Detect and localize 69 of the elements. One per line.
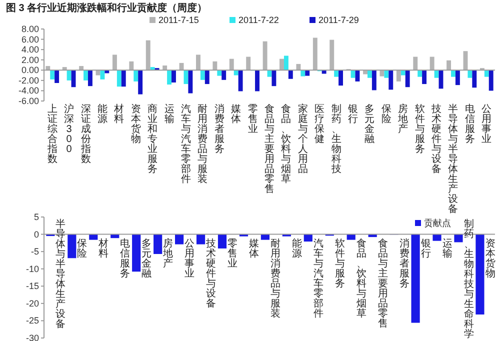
category-label: 制药、生物科技与生命科学 [464,219,474,340]
category-label: 食品与主要用品零售 [378,238,388,330]
y-tick-label: -10 [26,264,39,274]
x-tick-label: 能源 [292,237,302,260]
y-tick-label: -20 [26,298,39,308]
x-tick-label: 房地产 [162,237,174,270]
x-tick-label: 材料 [98,237,109,260]
x-tick-label: 媒体 [249,238,260,260]
x-tick-label: 家庭与个人用品 [298,103,308,175]
x-tick-label: 银行 [347,104,358,125]
x-tick-label: 商业和专业服务 [148,103,158,175]
y-tick-label: 0 [34,229,39,240]
y-tick-label: 0.00 [21,65,39,76]
x-tick-label: 资本货物 [130,103,141,145]
x-tick-label: 沪深300 [64,103,74,155]
y-tick-label: -30 [26,333,39,341]
x-tick-label: 深证成份指数 [80,103,91,165]
category-label: 食品与主要用品零售 [264,104,274,195]
x-tick-label: 媒体 [231,104,242,125]
x-tick-label: 制药、生物科技 [330,103,342,175]
x-tick-label: 银行 [420,238,431,260]
y-tick-label: -25 [26,316,39,326]
legend-label: 2011-7-22 [238,15,279,25]
y-tick-label: -15 [26,281,39,292]
x-tick-label: 食品、饮料与烟草 [280,103,292,185]
x-tick-label: 医疗保健 [314,104,325,145]
x-tick-label: 零售业 [248,104,258,135]
x-tick-label: 电信服务 [120,237,130,280]
y-tick-label: 8.00 [21,24,39,34]
y-tick-label: -6.00 [18,96,39,106]
legend-label: 2011-7-29 [318,15,359,25]
x-tick-label: 资本货物 [485,237,496,280]
y-tick-label: -4.00 [18,86,39,96]
x-tick-label: 保险 [77,238,88,260]
x-tick-label: 技术硬件与设备 [430,103,442,175]
chart-title: 图 3 各行业近期涨跌幅和行业贡献度（周度） [6,2,208,14]
x-tick-label: 消费者服务 [399,237,410,290]
x-tick-label: 软件与服务 [414,103,425,155]
y-tick-label: -5 [30,246,39,257]
x-tick-label: 多元金融 [142,237,152,280]
x-tick-label: 公用事业 [482,103,492,145]
x-tick-label: 多元金融 [364,103,375,145]
y-tick-label: 6.00 [21,34,39,44]
x-tick-label: 能源 [97,103,108,125]
x-tick-label: 运输 [442,237,452,260]
x-tick-label: 房地产 [397,103,408,135]
x-tick-label: 耐用消费品与服装 [270,238,280,320]
y-tick-label: 2.00 [21,54,39,65]
x-tick-label: 保险 [381,104,392,125]
x-tick-label: 上证综合指数 [46,103,58,165]
x-tick-label: 食品、饮料与烟草 [355,237,366,320]
category-label: 半导体与半导体生产设备 [448,104,458,215]
x-tick-label: 汽车与汽车零部件 [313,237,324,320]
x-tick-label: 电信服务 [464,103,475,145]
x-tick-label: 耐用消费品与服装 [198,104,208,185]
x-tick-label: 运输 [164,103,174,125]
y-tick-label: 4.00 [21,44,39,55]
x-tick-label: 公用事业 [184,237,195,280]
legend-label: 2011-7-15 [158,15,199,25]
legend-label: 贡献点 [424,218,451,228]
x-tick-label: 软件与服务 [334,237,345,290]
x-tick-label: 零售业 [228,238,238,270]
x-tick-label: 技术硬件与设备 [205,237,216,310]
x-tick-label: 汽车与汽车零部件 [180,103,191,185]
x-tick-label: 消费者服务 [214,103,224,155]
x-tick-label: 材料 [113,103,124,125]
y-tick-label: 5 [34,212,39,222]
y-tick-label: -2.00 [18,75,39,86]
category-label: 半导体与半导体生产设备 [56,219,66,330]
